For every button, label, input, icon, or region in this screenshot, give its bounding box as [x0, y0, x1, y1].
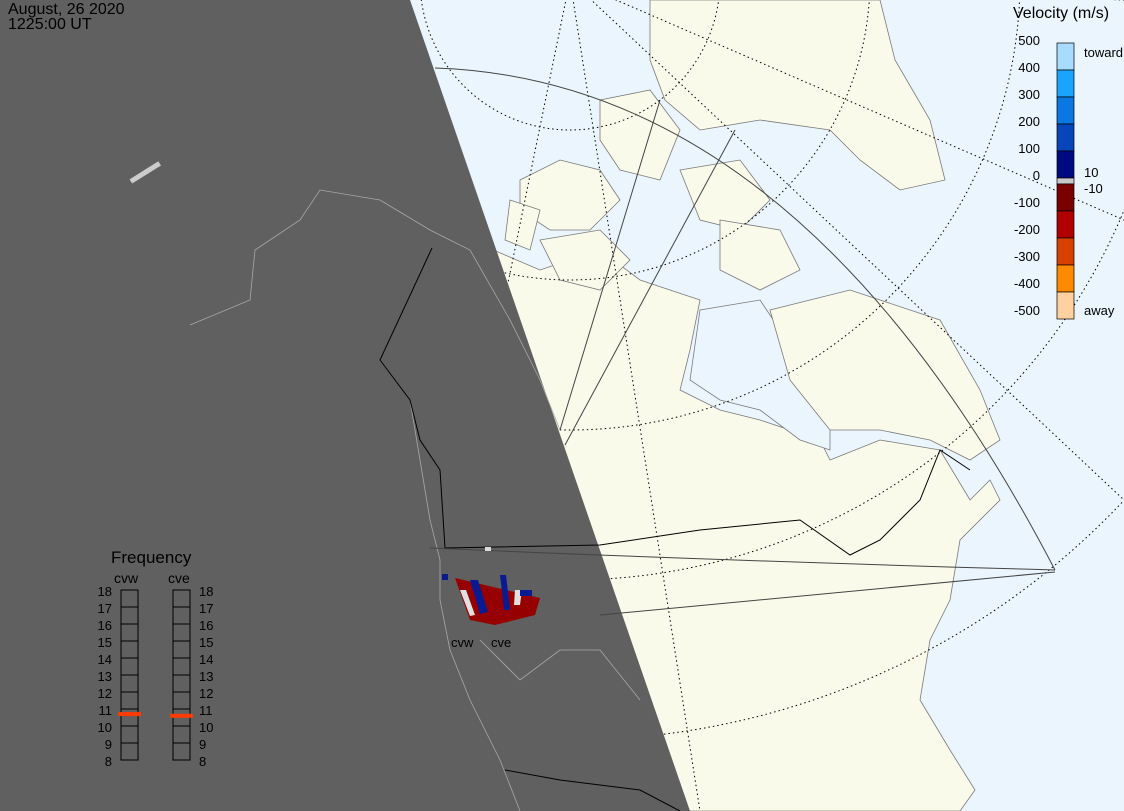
- frequency-tick: 11: [199, 703, 213, 718]
- colorbar-tick: 400: [1018, 60, 1040, 75]
- colorbar-tick: -300: [1013, 249, 1040, 264]
- freq-radar-cve: cve: [168, 570, 190, 586]
- colorbar-segment: [1056, 264, 1075, 293]
- frequency-title: Frequency: [111, 548, 192, 567]
- frequency-tick: 14: [199, 652, 214, 667]
- plus-10-label: 10: [1084, 165, 1099, 180]
- time-label: 1225:00 UT: [8, 16, 92, 33]
- away-label: away: [1084, 303, 1115, 318]
- frequency-tick: 9: [199, 737, 207, 752]
- colorbar-segment: [1056, 96, 1075, 125]
- frequency-tick: 13: [97, 669, 112, 684]
- colorbar-segment: [1056, 210, 1075, 239]
- borders: [379, 247, 971, 811]
- colorbar-tick: 300: [1018, 87, 1040, 102]
- colorbar-title: Velocity (m/s): [1013, 5, 1110, 22]
- frequency-tick: 11: [98, 703, 113, 718]
- freq-radar-cvw: cvw: [114, 570, 139, 586]
- frequency-tick: 16: [199, 618, 214, 633]
- frequency-cell: [172, 742, 191, 761]
- colorbar-tick: 0: [1032, 168, 1040, 183]
- minus-10-label: -10: [1084, 181, 1103, 196]
- frequency-tick: 9: [104, 737, 112, 752]
- frequency-tick: 8: [104, 754, 112, 769]
- frequency-tick: 12: [199, 686, 214, 701]
- frequency-tick: 18: [97, 584, 112, 599]
- satellite-track-mark: [129, 161, 162, 184]
- colorbar-segment: [1056, 237, 1075, 266]
- colorbar-segment: [1056, 42, 1075, 71]
- date-label: August, 26 2020: [8, 1, 125, 18]
- frequency-bars: [118, 589, 193, 761]
- colorbar-segment: [1056, 291, 1075, 320]
- colorbar-tick: -200: [1013, 222, 1040, 237]
- radar-scatter: [442, 547, 540, 625]
- frequency-marker-cvw: [118, 712, 141, 717]
- frequency-tick: 17: [97, 601, 112, 616]
- colorbar-tick: 500: [1018, 33, 1040, 48]
- colorbar-segment: [1056, 177, 1075, 185]
- colorbar-segment: [1056, 69, 1075, 98]
- toward-label: toward: [1084, 45, 1124, 60]
- frequency-tick: 14: [97, 652, 112, 667]
- frequency-cell: [120, 742, 139, 761]
- frequency-tick: 17: [199, 601, 214, 616]
- colorbar-segment: [1056, 123, 1075, 152]
- frequency-tick: 10: [97, 720, 112, 735]
- frequency-tick: 16: [97, 618, 112, 633]
- frequency-tick: 18: [199, 584, 214, 599]
- colorbar-tick: 200: [1018, 114, 1040, 129]
- frequency-tick: 10: [199, 720, 214, 735]
- colorbar-tick: -400: [1013, 276, 1040, 291]
- frequency-tick: 15: [199, 635, 214, 650]
- velocity-colorbar: [1056, 42, 1075, 320]
- frequency-tick: 12: [97, 686, 112, 701]
- night-coastlines: [189, 189, 641, 811]
- colorbar-tick: -100: [1013, 195, 1040, 210]
- radar-label-cvw: cvw: [451, 635, 474, 650]
- frequency-tick: 8: [199, 754, 207, 769]
- radar-fov: [429, 67, 1056, 616]
- frequency-tick: 13: [199, 669, 214, 684]
- colorbar-segment: [1056, 150, 1075, 179]
- colorbar-segment: [1056, 183, 1075, 212]
- frequency-tick: 15: [97, 635, 112, 650]
- colorbar-tick: -500: [1013, 303, 1040, 318]
- colorbar-tick: 100: [1018, 141, 1040, 156]
- radar-label-cve: cve: [491, 635, 511, 650]
- frequency-marker-cve: [170, 713, 193, 718]
